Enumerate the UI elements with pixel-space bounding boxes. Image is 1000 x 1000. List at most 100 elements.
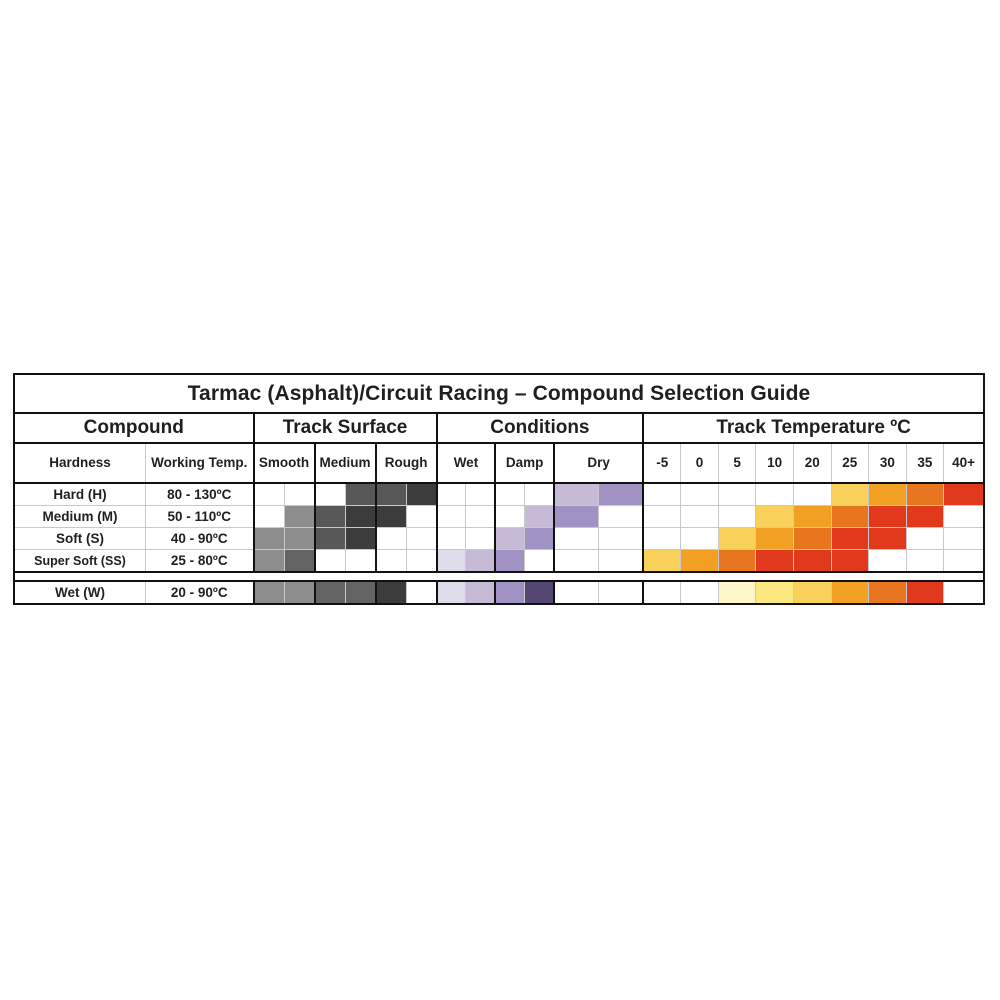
separator-cell xyxy=(495,571,525,582)
cell-condition-1 xyxy=(465,580,496,605)
cell-condition-3 xyxy=(524,482,555,506)
table-title-row: Tarmac (Asphalt)/Circuit Racing – Compou… xyxy=(13,373,985,414)
separator-cell xyxy=(436,571,466,582)
cell-temp-40+ xyxy=(943,482,986,506)
separator-cell xyxy=(680,571,719,582)
cell-temp-10 xyxy=(755,527,794,550)
cell-condition-4 xyxy=(552,527,600,550)
cell-temp-20 xyxy=(792,505,832,528)
separator-cell xyxy=(375,571,407,582)
separator-cell xyxy=(943,571,986,582)
group-header-row: Compound Track Surface Conditions Track … xyxy=(13,412,985,444)
table-row-wet: Wet (W) 20 - 90ºC xyxy=(13,580,986,605)
cell-condition-2 xyxy=(494,580,526,605)
cell-surface-3 xyxy=(344,580,377,605)
cell-temp-25 xyxy=(830,482,870,506)
cell-temp-20 xyxy=(792,549,832,573)
table-row: Medium (M) 50 - 110ºC xyxy=(13,505,986,528)
cell-condition-3 xyxy=(524,549,555,573)
separator-cell xyxy=(13,571,146,582)
separator-cell xyxy=(314,571,346,582)
separator-cell xyxy=(553,571,599,582)
cell-surface-5 xyxy=(405,505,438,528)
group-header-track-temperature: Track Temperature ºC xyxy=(642,412,985,444)
cell-temp-35 xyxy=(905,505,945,528)
cell-condition-1 xyxy=(465,549,496,573)
cell-condition-5 xyxy=(598,527,645,550)
separator-cell xyxy=(253,571,285,582)
group-header-track-surface: Track Surface xyxy=(253,412,438,444)
cell-temp-5 xyxy=(717,549,757,573)
cell-temp-35 xyxy=(905,482,945,506)
cell-temp-20 xyxy=(792,580,832,605)
cell-temp-30 xyxy=(868,580,907,605)
col-header-temp-m5: -5 xyxy=(642,442,682,484)
col-header-medium: Medium xyxy=(313,442,377,484)
cell-surface-0 xyxy=(253,527,285,550)
separator-cell xyxy=(831,571,869,582)
cell-condition-5 xyxy=(598,580,645,605)
cell-temp--5 xyxy=(642,549,682,573)
cell-surface-2 xyxy=(313,549,346,573)
col-header-temp-10: 10 xyxy=(755,442,794,484)
separator-cell xyxy=(868,571,907,582)
cell-temp-25 xyxy=(830,527,870,550)
table-row: Hard (H) 80 - 130ºC xyxy=(13,482,986,506)
cell-condition-3 xyxy=(524,505,555,528)
table-row: Super Soft (SS) 25 - 80ºC xyxy=(13,549,986,573)
col-header-temp-25: 25 xyxy=(830,442,870,484)
cell-surface-3 xyxy=(344,549,377,573)
cell-temp--5 xyxy=(642,580,682,605)
cell-surface-0 xyxy=(253,580,285,605)
cell-surface-4 xyxy=(374,482,407,506)
row-label-hardness: Soft (S) xyxy=(13,527,146,550)
cell-temp-25 xyxy=(830,580,870,605)
col-header-damp: Damp xyxy=(494,442,555,484)
cell-condition-1 xyxy=(465,527,496,550)
separator-cell xyxy=(465,571,496,582)
row-label-working-temp: 25 - 80ºC xyxy=(144,549,255,573)
col-header-working-temp: Working Temp. xyxy=(144,442,255,484)
col-header-dry: Dry xyxy=(552,442,645,484)
col-header-wet: Wet xyxy=(436,442,496,484)
separator-cell xyxy=(643,571,681,582)
cell-temp-30 xyxy=(868,527,907,550)
row-label-hardness: Wet (W) xyxy=(13,580,146,605)
cell-temp-40+ xyxy=(943,527,986,550)
cell-condition-0 xyxy=(436,549,467,573)
cell-temp-0 xyxy=(680,580,719,605)
cell-surface-0 xyxy=(253,482,285,506)
separator-cell xyxy=(345,571,376,582)
cell-surface-4 xyxy=(374,549,407,573)
cell-condition-0 xyxy=(436,505,467,528)
col-header-smooth: Smooth xyxy=(253,442,316,484)
cell-temp-5 xyxy=(717,527,757,550)
row-label-working-temp: 40 - 90ºC xyxy=(144,527,255,550)
cell-temp-0 xyxy=(680,527,719,550)
cell-condition-4 xyxy=(552,482,600,506)
separator-cell xyxy=(598,571,644,582)
cell-temp-30 xyxy=(868,549,907,573)
cell-temp-20 xyxy=(792,527,832,550)
cell-temp-5 xyxy=(717,482,757,506)
cell-temp-5 xyxy=(717,580,757,605)
cell-temp-35 xyxy=(905,580,945,605)
cell-condition-3 xyxy=(524,527,555,550)
cell-condition-2 xyxy=(494,549,526,573)
compound-selection-table: Tarmac (Asphalt)/Circuit Racing – Compou… xyxy=(13,373,986,605)
cell-condition-1 xyxy=(465,505,496,528)
page-title: Tarmac (Asphalt)/Circuit Racing – Compou… xyxy=(13,373,985,414)
col-header-rough: Rough xyxy=(374,442,438,484)
cell-condition-4 xyxy=(552,549,600,573)
cell-temp-0 xyxy=(680,482,719,506)
cell-temp-10 xyxy=(755,505,794,528)
cell-surface-4 xyxy=(374,527,407,550)
col-header-temp-35: 35 xyxy=(905,442,945,484)
cell-condition-0 xyxy=(436,527,467,550)
cell-condition-2 xyxy=(494,505,526,528)
separator-cell xyxy=(718,571,756,582)
cell-condition-5 xyxy=(598,549,645,573)
cell-condition-4 xyxy=(552,580,600,605)
cell-surface-1 xyxy=(283,482,316,506)
